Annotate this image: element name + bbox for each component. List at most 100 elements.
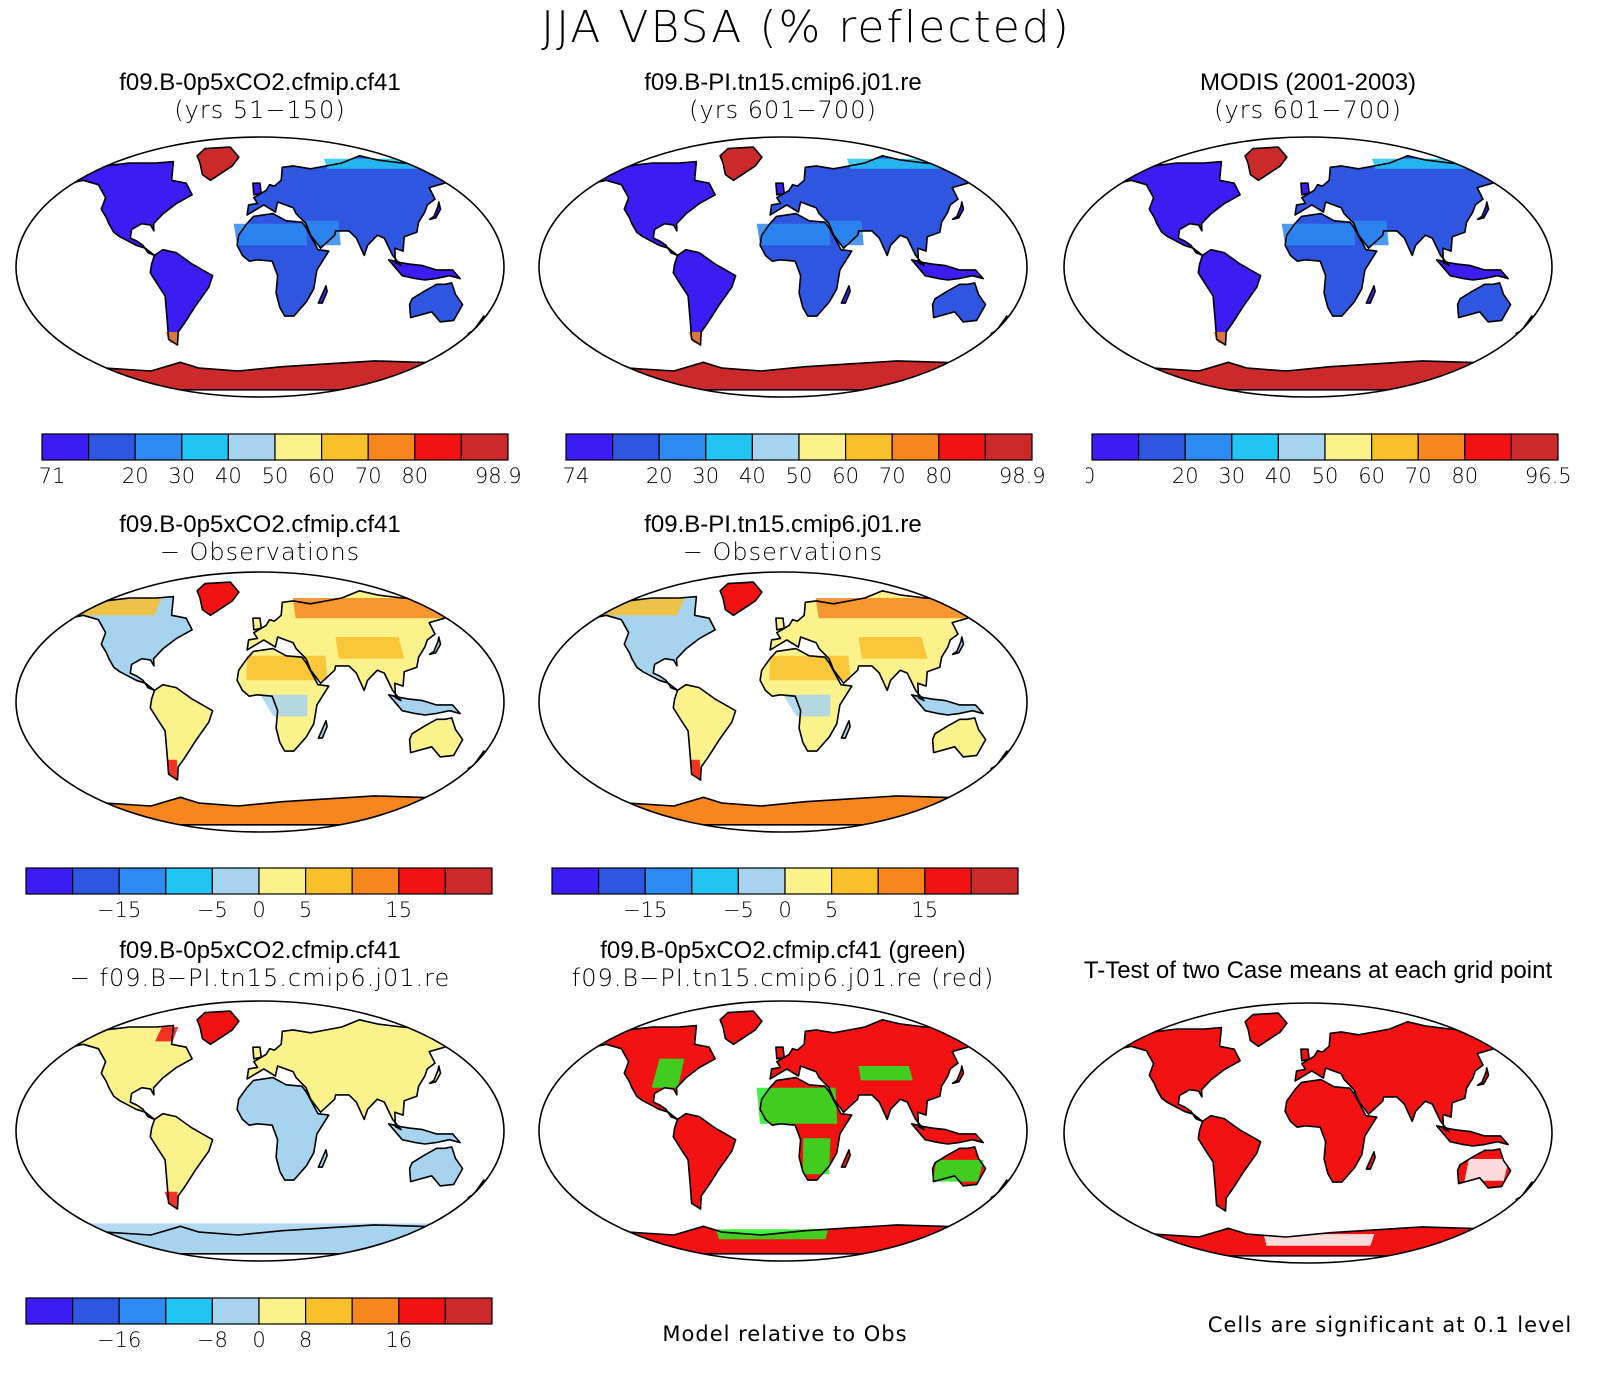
- coastline-madagascar: [317, 720, 328, 739]
- colorbar-tick-label: 70: [1405, 464, 1432, 488]
- landmass-northAmerica: [66, 596, 193, 691]
- map-content: [51, 581, 490, 826]
- world-map: [15, 1000, 505, 1262]
- panel-model-relative-to-obs: f09.B-0p5xCO2.cfmip.cf41 (green) f09.B−P…: [533, 937, 1033, 1262]
- map-content: [1099, 146, 1538, 391]
- colorbar-tick-label: 30: [1218, 464, 1245, 488]
- coastline-eurasia: [769, 590, 992, 702]
- coastline-britain: [775, 617, 785, 631]
- colorbar-tick-label: 0: [252, 898, 265, 922]
- colorbar-swatch: [751, 433, 800, 461]
- landmass-greenland: [1245, 147, 1287, 181]
- colorbar-tick-label: 70: [879, 464, 906, 488]
- coastline-eurasia: [246, 1019, 469, 1131]
- coastline-northAmerica: [588, 160, 716, 257]
- coastline-australia: [1456, 1148, 1512, 1189]
- colorbar-swatch: [565, 433, 614, 461]
- panel-observations: MODIS (2001-2003) (yrs 601−700): [1058, 69, 1558, 398]
- coastline-britain: [1300, 1048, 1310, 1062]
- coastline-eurasia: [246, 155, 469, 267]
- panel-title: T-Test of two Case means at each grid po…: [1083, 957, 1553, 984]
- world-map: [15, 571, 505, 833]
- figure-title: JJA VBSA (% reflected): [541, 2, 1071, 53]
- coastline-southAmerica: [1197, 1114, 1262, 1212]
- landmass-southAmerica: [150, 684, 213, 780]
- coastline-indonesia: [387, 694, 461, 716]
- colorbar-tick-label: 60: [832, 464, 859, 488]
- map-border: [15, 136, 505, 398]
- panel-case1-minus-obs: f09.B-0p5xCO2.cfmip.cf41 − Observations: [10, 511, 510, 833]
- coastline-britain: [1300, 182, 1310, 196]
- field-region: [756, 223, 831, 246]
- colorbar-swatch: [938, 433, 986, 461]
- coastline-britain: [252, 617, 262, 631]
- landmass-japan: [952, 1066, 964, 1084]
- coastline-madagascar: [840, 1149, 851, 1168]
- colorbar-tick-label: .74: [560, 464, 589, 488]
- colorbar-swatch: [305, 867, 353, 895]
- colorbar-swatch: [87, 433, 136, 461]
- panel-title: f09.B-0p5xCO2.cfmip.cf41 (green): [600, 937, 966, 964]
- colorbar-swatch: [1371, 433, 1419, 461]
- colorbar-tick-label: 5: [825, 898, 838, 922]
- landmass-japan: [952, 202, 964, 220]
- coastline-indonesia: [1435, 1125, 1509, 1147]
- coastline-southAmerica: [149, 248, 214, 346]
- field-region: [858, 637, 928, 659]
- field-region: [858, 1066, 913, 1081]
- field-region: [233, 223, 308, 246]
- world-map: [1063, 136, 1553, 398]
- landmass-antarctica: [575, 359, 987, 390]
- coastline-japan: [1476, 1067, 1490, 1087]
- colorbar: .71 20 30 40 50 60 70 80 98.93: [36, 433, 520, 488]
- colorbar-tick-label: 80: [401, 464, 428, 488]
- colorbar-tick-label: 20: [646, 464, 673, 488]
- colorbar-swatch: [1464, 433, 1512, 461]
- coastline-japan: [1476, 201, 1490, 221]
- colorbar-tick-label: −16: [97, 1328, 141, 1352]
- coastline-southAmerica: [1197, 248, 1262, 346]
- coastline-japan: [428, 636, 442, 656]
- landmass-japan: [429, 637, 441, 655]
- colorbar-tick-label: −5: [723, 898, 754, 922]
- colorbar-swatch: [25, 867, 74, 895]
- landmass-greenland: [1245, 1013, 1287, 1047]
- landmass-eurasia: [1295, 1021, 1516, 1132]
- landmass-antarctica: [1100, 359, 1512, 390]
- coastline-indonesia: [910, 259, 984, 281]
- landmass-southAmerica: [1198, 1115, 1261, 1211]
- colorbar-tick-label: 8: [299, 1328, 312, 1352]
- landmass-britain: [1300, 1049, 1310, 1061]
- field-region: [756, 1087, 838, 1124]
- world-map: [15, 136, 505, 398]
- colorbar-swatch: [1231, 433, 1280, 461]
- map-content: [574, 146, 1013, 391]
- colorbar-tick-label: 96.59: [1525, 464, 1570, 488]
- map-border: [15, 1000, 505, 1262]
- landmass-britain: [775, 618, 785, 630]
- panel-subtitle: (yrs 601−700): [689, 95, 877, 124]
- landmass-indonesia: [1436, 259, 1509, 280]
- map-border: [538, 1000, 1028, 1262]
- coastline-madagascar: [1365, 1151, 1376, 1170]
- coastline-southAmerica: [672, 248, 737, 346]
- colorbar-swatch: [1137, 433, 1186, 461]
- landmass-greenland: [720, 1011, 762, 1045]
- colorbar-swatch: [398, 867, 446, 895]
- coastline-africa: [236, 647, 330, 752]
- colorbar-swatch: [1277, 433, 1326, 461]
- map-border: [538, 136, 1028, 398]
- coastline-madagascar: [840, 720, 851, 739]
- colorbar-swatch: [351, 867, 400, 895]
- colorbar-swatch: [831, 867, 879, 895]
- panel-title: f09.B-0p5xCO2.cfmip.cf41: [119, 69, 401, 96]
- coastline-southAmerica: [149, 1112, 214, 1210]
- landmass-northAmerica: [1114, 1027, 1241, 1122]
- landmass-eurasia: [1295, 155, 1516, 266]
- landmass-greenland: [720, 147, 762, 181]
- world-map: [538, 571, 1028, 833]
- coastline-eurasia: [1294, 1021, 1517, 1133]
- colorbar-swatch: [181, 433, 230, 461]
- coastline-greenland: [196, 581, 240, 617]
- colorbar-tick-label: 30: [168, 464, 195, 488]
